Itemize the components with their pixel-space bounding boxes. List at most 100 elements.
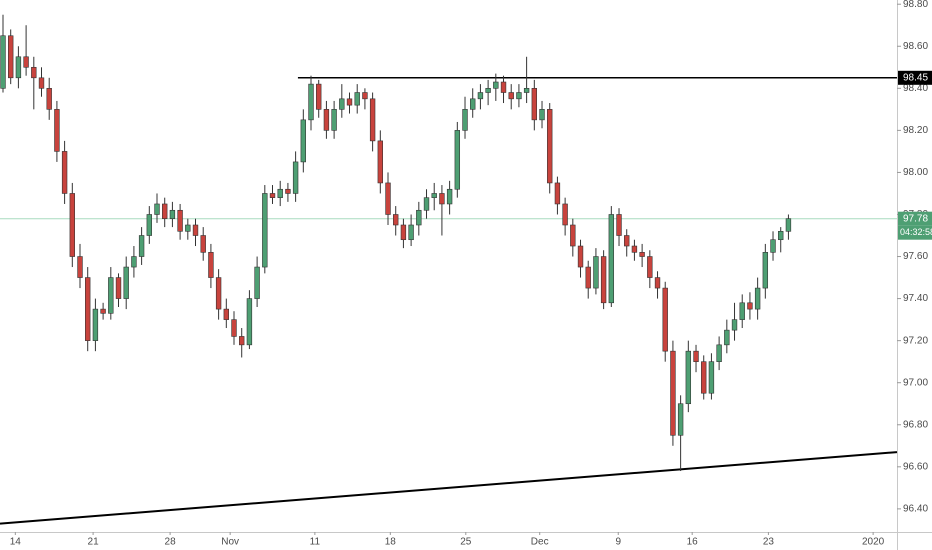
candle-body: [701, 361, 707, 394]
candle-body: [54, 109, 60, 152]
candle-body: [169, 209, 176, 219]
candle-body: [177, 209, 183, 232]
candle-body: [585, 266, 591, 289]
candle-body: [654, 277, 661, 289]
candle-body: [108, 277, 114, 314]
candle-body: [416, 209, 422, 226]
x-tick-label: 11: [310, 537, 321, 548]
y-tick-label: 97.20: [903, 335, 928, 346]
x-tick-label: 18: [385, 537, 397, 548]
candle-body: [285, 188, 291, 194]
candle-body: [747, 302, 753, 310]
candle-body: [100, 308, 106, 314]
candle-body: [685, 350, 692, 405]
candle-body: [431, 193, 437, 198]
candle-body: [570, 224, 576, 247]
y-tick-label: 97.00: [903, 377, 928, 388]
y-tick-label: 98.80: [903, 0, 928, 10]
candle-body: [608, 214, 615, 304]
candle-body: [716, 344, 722, 362]
candle-body: [269, 193, 276, 198]
candle-body: [223, 308, 229, 320]
candle-body: [562, 203, 568, 226]
candle-body: [593, 256, 599, 289]
candle-body: [631, 245, 638, 253]
candle-body: [0, 35, 6, 89]
candle-body: [600, 256, 607, 304]
countdown-box: [898, 225, 932, 240]
y-tick-label: 97.60: [903, 251, 928, 262]
candle-body: [554, 182, 561, 205]
candle-body: [724, 329, 730, 346]
candle-body: [770, 239, 776, 253]
candle-body: [208, 252, 214, 278]
candle-body: [200, 235, 206, 253]
candle-body: [624, 235, 630, 247]
candle-body: [408, 224, 414, 241]
candle-body: [277, 188, 283, 198]
candle-body: [115, 277, 122, 299]
candle-body: [485, 88, 491, 93]
candle-body: [92, 308, 99, 341]
candle-body: [785, 218, 792, 232]
candle-body: [547, 109, 553, 184]
candle-body: [708, 361, 715, 394]
candle-body: [354, 92, 360, 106]
y-tick-label: 96.40: [903, 504, 928, 515]
candle-body: [162, 203, 168, 219]
candle-body: [639, 252, 645, 257]
candle-body: [577, 245, 584, 268]
x-tick-label: 14: [10, 537, 22, 548]
candle-body: [754, 287, 761, 310]
last-price-box: [898, 211, 932, 226]
trendline: [0, 451, 898, 525]
candle-body: [531, 88, 538, 121]
candle-body: [362, 92, 368, 100]
y-tick-label: 98.20: [903, 125, 928, 136]
candle-body: [470, 98, 476, 110]
candle-body: [731, 319, 738, 331]
candle-body: [670, 350, 676, 436]
candle-body: [762, 252, 769, 289]
candle-body: [246, 298, 253, 346]
candle-body: [346, 98, 353, 106]
resistance-price-label: 98.45: [903, 72, 928, 83]
x-tick-label: 25: [460, 537, 472, 548]
candle-body: [454, 130, 461, 190]
candle-body: [500, 81, 507, 93]
candle-body: [8, 35, 14, 79]
candle-body: [693, 350, 699, 362]
x-tick-label: Nov: [221, 537, 239, 548]
candle-body: [439, 193, 445, 205]
y-tick-label: 97.40: [903, 293, 928, 304]
candle-body: [662, 287, 668, 352]
candle-body: [377, 140, 384, 184]
y-tick-label: 98.00: [903, 167, 928, 178]
candle-body: [300, 119, 306, 163]
candle-body: [523, 88, 530, 93]
candle-body: [477, 92, 484, 100]
candle-body: [262, 193, 268, 268]
x-tick-label: 2020: [862, 537, 885, 548]
candle-body: [231, 319, 237, 337]
candle-body: [131, 256, 137, 268]
candle-body: [339, 98, 345, 110]
last-price-label: 97.78: [903, 213, 928, 224]
x-tick-label: Dec: [531, 537, 549, 548]
candle-body: [292, 161, 299, 194]
candle-body: [46, 88, 52, 110]
candle-body: [369, 98, 376, 142]
x-tick-label: 16: [687, 537, 699, 548]
candle-body: [462, 109, 468, 131]
candle-body: [516, 92, 522, 100]
candle-body: [69, 193, 75, 257]
candle-body: [647, 256, 653, 278]
y-tick-label: 96.80: [903, 419, 928, 430]
x-tick-label: 21: [88, 537, 100, 548]
candle-body: [393, 214, 399, 226]
candle-body: [739, 302, 745, 320]
candle-body: [316, 83, 322, 110]
candle-body: [778, 231, 784, 241]
